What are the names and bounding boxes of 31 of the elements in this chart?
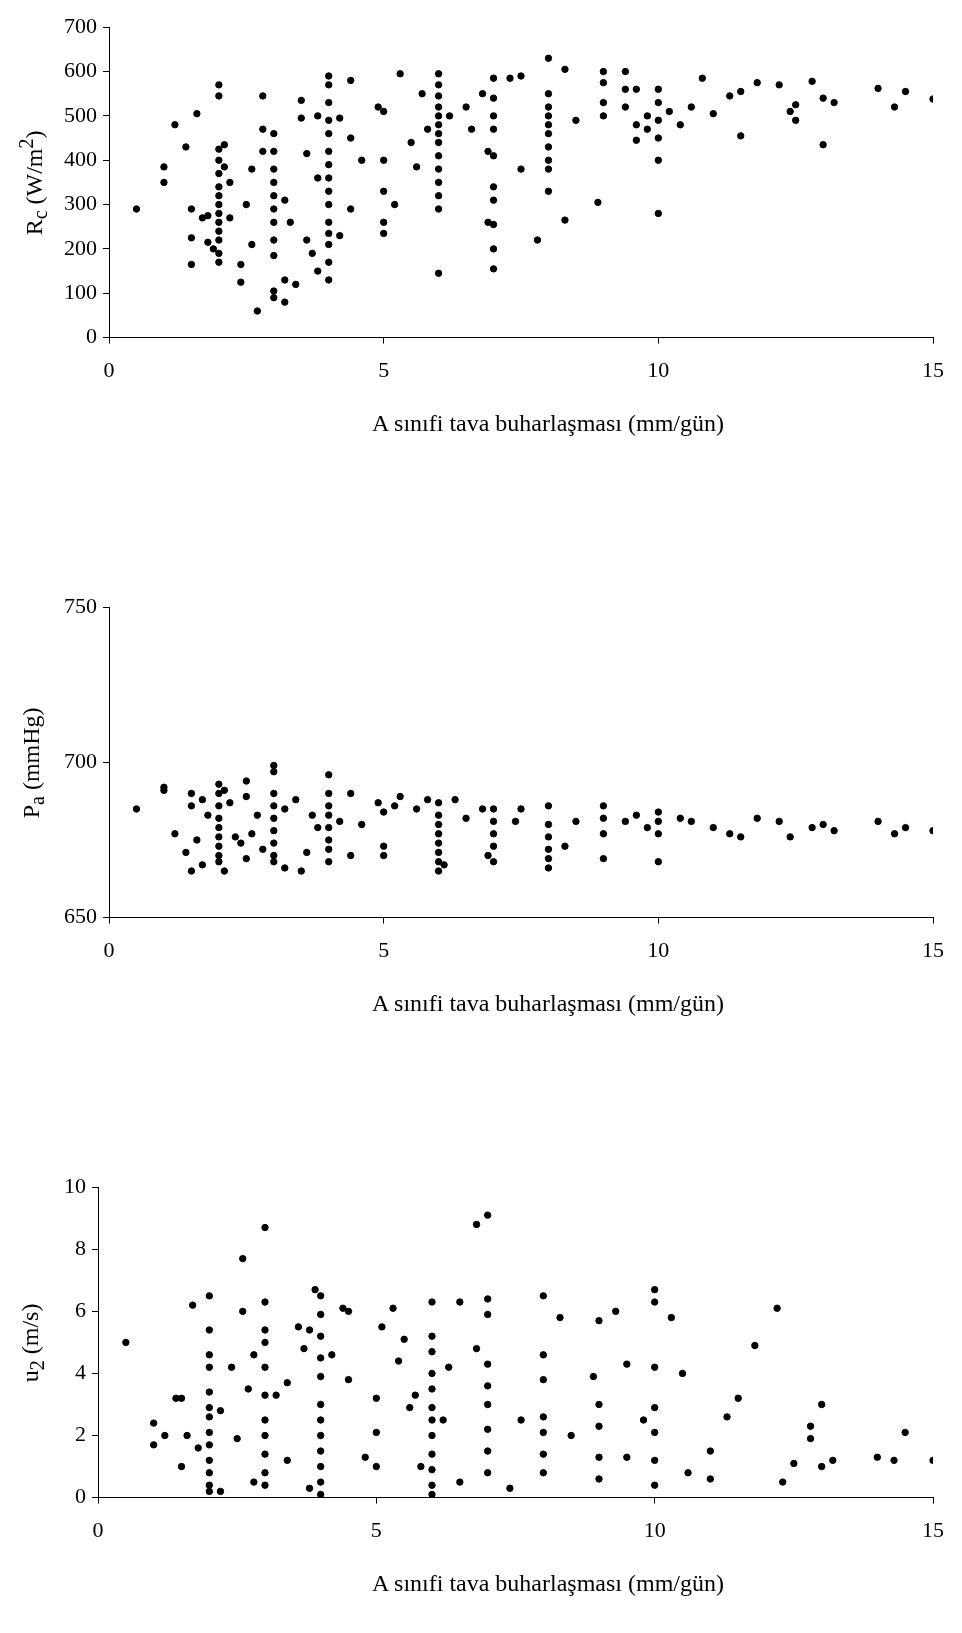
y-tick-label: 10 — [64, 1172, 86, 1198]
y-tick-label: 500 — [64, 101, 97, 127]
x-axis-title: A sınıfi tava buharlaşması (mm/gün) — [371, 410, 725, 437]
y-tick-label: 0 — [75, 1483, 86, 1509]
x-tick-label: 5 — [370, 1516, 382, 1542]
x-tick-label: 5 — [378, 356, 390, 382]
y-tick-label: 100 — [64, 279, 97, 305]
x-tick-label: 10 — [647, 356, 670, 382]
x-tick-label: 0 — [103, 356, 115, 382]
y-tick-label: 4 — [75, 1359, 86, 1385]
y-tick-label: 0 — [86, 323, 97, 349]
y-tick-label: 650 — [64, 903, 97, 929]
x-tick-label: 15 — [922, 936, 944, 962]
y-tick-label: 700 — [64, 12, 97, 38]
y-tick-label: 200 — [64, 234, 97, 260]
x-tick-label: 0 — [103, 936, 115, 962]
x-axis-title: A sınıfi tava buharlaşması (mm/gün) — [371, 1570, 725, 1597]
x-axis-title: A sınıfi tava buharlaşması (mm/gün) — [371, 990, 725, 1017]
y-tick-label: 400 — [64, 146, 97, 172]
y-tick-label: 8 — [75, 1235, 86, 1261]
x-tick-label: 5 — [378, 936, 390, 962]
y-tick-label: 300 — [64, 190, 97, 216]
y-tick-label: 6 — [75, 1297, 86, 1323]
y-tick-label: 750 — [64, 592, 97, 618]
x-tick-label: 10 — [647, 936, 670, 962]
x-tick-label: 10 — [643, 1516, 666, 1542]
y-tick-label: 700 — [64, 748, 97, 774]
x-tick-label: 15 — [922, 356, 944, 382]
y-tick-label: 2 — [75, 1421, 86, 1447]
y-tick-label: 600 — [64, 57, 97, 83]
x-tick-label: 15 — [922, 1516, 944, 1542]
